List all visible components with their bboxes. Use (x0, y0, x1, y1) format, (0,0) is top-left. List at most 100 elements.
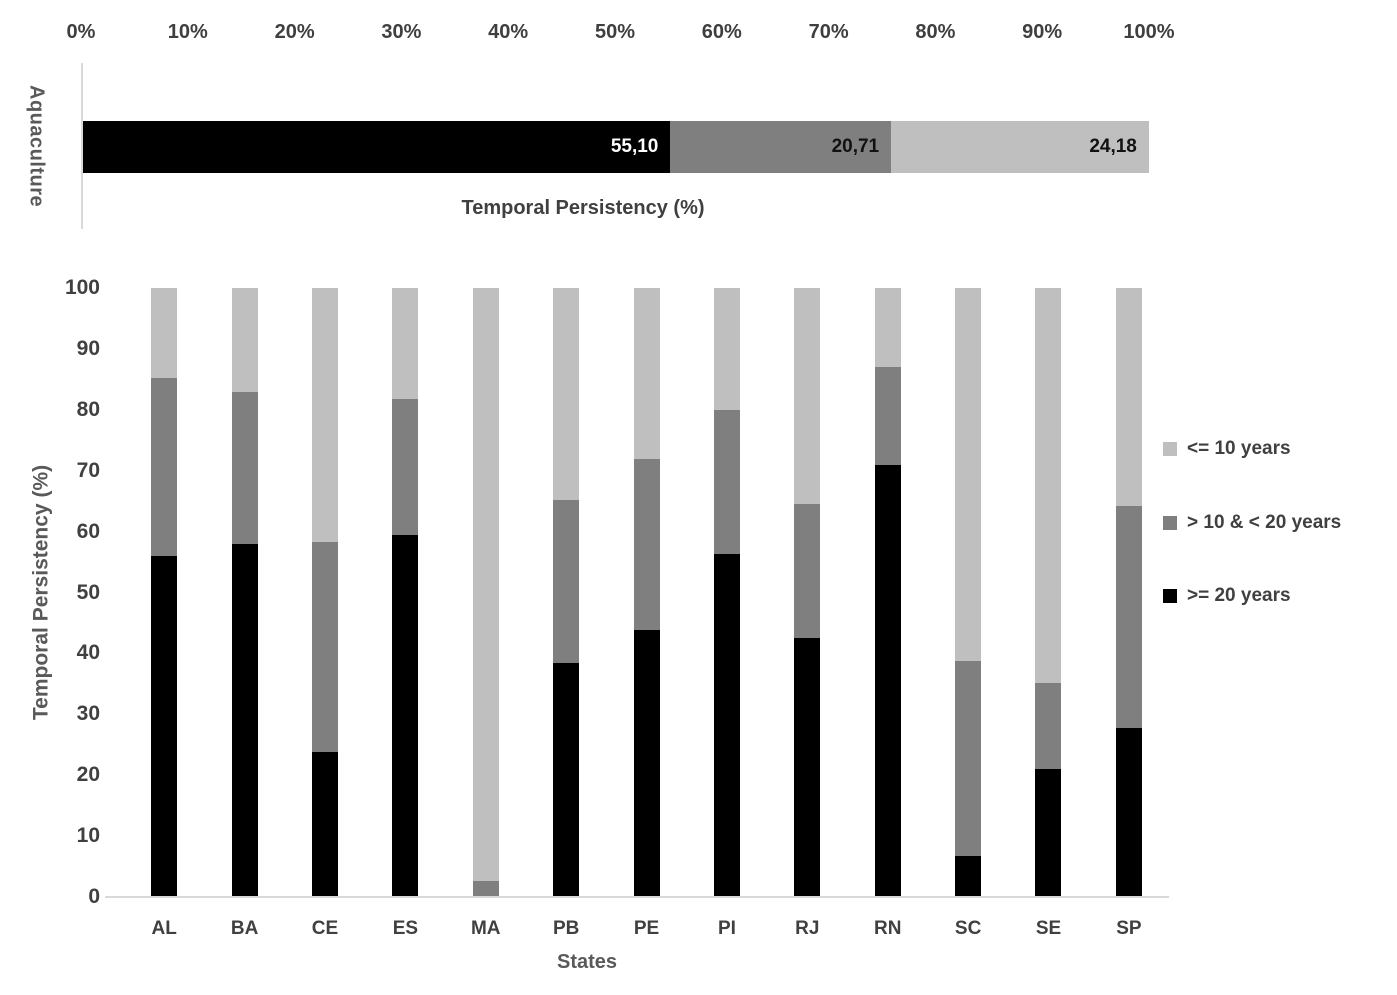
top-x-tick-label: 10% (167, 21, 208, 43)
bar-segment (553, 499, 580, 664)
bar-slot (446, 288, 526, 897)
top-x-tick-label: 70% (808, 21, 849, 43)
data-label: 20,71 (831, 136, 880, 157)
bottom-plot-area (124, 288, 1169, 897)
state-label: PE (633, 918, 660, 939)
bar-slot (365, 288, 445, 897)
bottom-y-tick-label: 60 (76, 519, 100, 543)
bar-segment (794, 288, 821, 505)
stacked-bar (311, 288, 338, 897)
stacked-bar (713, 288, 740, 897)
state-label: MA (470, 918, 501, 939)
bar-segment (1115, 288, 1142, 507)
bar-segment: 20,71 (670, 121, 892, 173)
bar-segment: 24,18 (891, 121, 1149, 173)
bar-segment (1115, 506, 1142, 729)
bar-segment (713, 288, 740, 410)
legend-swatch (1163, 516, 1177, 530)
state-label: CE (311, 918, 339, 939)
bar-segment (874, 464, 901, 897)
legend-swatch (1163, 442, 1177, 456)
stacked-bar (231, 288, 258, 897)
bar-segment (392, 288, 419, 399)
bar-segment (472, 881, 499, 897)
bar-segment (955, 855, 982, 897)
data-label: 55,10 (610, 136, 659, 157)
bar-segment (1035, 288, 1062, 683)
bottom-y-tick-label: 10 (76, 824, 100, 848)
bottom-x-axis-title: States (556, 951, 618, 973)
bar-slot (285, 288, 365, 897)
top-x-tick-label: 30% (381, 21, 422, 43)
bottom-y-tick-label: 100 (64, 276, 100, 299)
bottom-y-tick-label: 20 (76, 763, 100, 787)
bar-segment (151, 288, 178, 379)
bar-segment (553, 663, 580, 897)
bar-segment (955, 661, 982, 856)
state-label: PI (717, 918, 736, 939)
bar-segment (231, 288, 258, 392)
bottom-x-axis-labels: AL BA CE ES MA PB PE PI RJ RN SC SE SP (124, 916, 1169, 942)
bar-segment (311, 752, 338, 897)
legend-label: >= 20 years (1187, 585, 1291, 606)
legend-swatch (1163, 589, 1177, 603)
top-x-tick-label: 90% (1022, 21, 1063, 43)
state-label: AL (151, 918, 177, 939)
stacked-bar (1115, 288, 1142, 897)
bar-segment (151, 555, 178, 897)
bar-segment (1035, 682, 1062, 770)
bar-segment (633, 629, 660, 897)
bar-slot (124, 288, 204, 897)
stacked-bar (472, 288, 499, 897)
top-x-tick-label: 20% (274, 21, 315, 43)
top-x-axis-title: Temporal Persistency (%) (461, 197, 705, 219)
top-x-tick-label: 60% (701, 21, 742, 43)
state-label: RJ (795, 918, 820, 939)
bar-segment (713, 409, 740, 554)
legend-label: <= 10 years (1187, 438, 1291, 459)
stacked-bar (874, 288, 901, 897)
legend-item: >= 20 years (1163, 584, 1291, 608)
bar-slot (1089, 288, 1169, 897)
bar-segment (874, 288, 901, 367)
bar-slot (687, 288, 767, 897)
top-x-tick-label: 50% (594, 21, 636, 43)
bar-segment (1035, 769, 1062, 897)
legend-item: <= 10 years (1163, 437, 1291, 461)
stacked-bar (392, 288, 419, 897)
top-x-tick-label: 0% (66, 21, 96, 43)
top-x-tick-label: 80% (915, 21, 956, 43)
bar-segment (311, 288, 338, 542)
top-y-axis-title: Aquaculture (25, 84, 48, 208)
bar-slot (204, 288, 284, 897)
stacked-bar (1035, 288, 1062, 897)
bottom-y-tick-label: 90 (76, 336, 100, 360)
bar-segment (713, 553, 740, 897)
top-y-axis-line (81, 63, 83, 229)
bottom-y-tick-label: 0 (88, 885, 100, 908)
bottom-y-tick-label: 40 (76, 641, 100, 665)
bar-slot (606, 288, 686, 897)
aquaculture-stacked-bar: 55,10 20,71 24,18 (83, 121, 1149, 173)
legend-item: > 10 & < 20 years (1163, 511, 1341, 535)
bar-segment (392, 535, 419, 897)
bottom-y-tick-label: 50 (76, 580, 100, 604)
bar-slot (767, 288, 847, 897)
bar-segment (472, 288, 499, 882)
data-label: 24,18 (1089, 136, 1137, 157)
state-label: SC (954, 918, 982, 939)
bar-slot (526, 288, 606, 897)
bar-segment (231, 543, 258, 897)
bar-segment (794, 638, 821, 897)
bar-segment (955, 288, 982, 662)
bar-segment: 55,10 (83, 121, 671, 173)
state-label: PB (552, 918, 580, 939)
bar-slot (1008, 288, 1088, 897)
bottom-x-axis-line (105, 896, 1169, 898)
stacked-bar (794, 288, 821, 897)
stacked-bar (955, 288, 982, 897)
bar-segment (151, 378, 178, 556)
top-x-tick-label: 40% (488, 21, 529, 43)
legend-label: > 10 & < 20 years (1187, 512, 1342, 533)
